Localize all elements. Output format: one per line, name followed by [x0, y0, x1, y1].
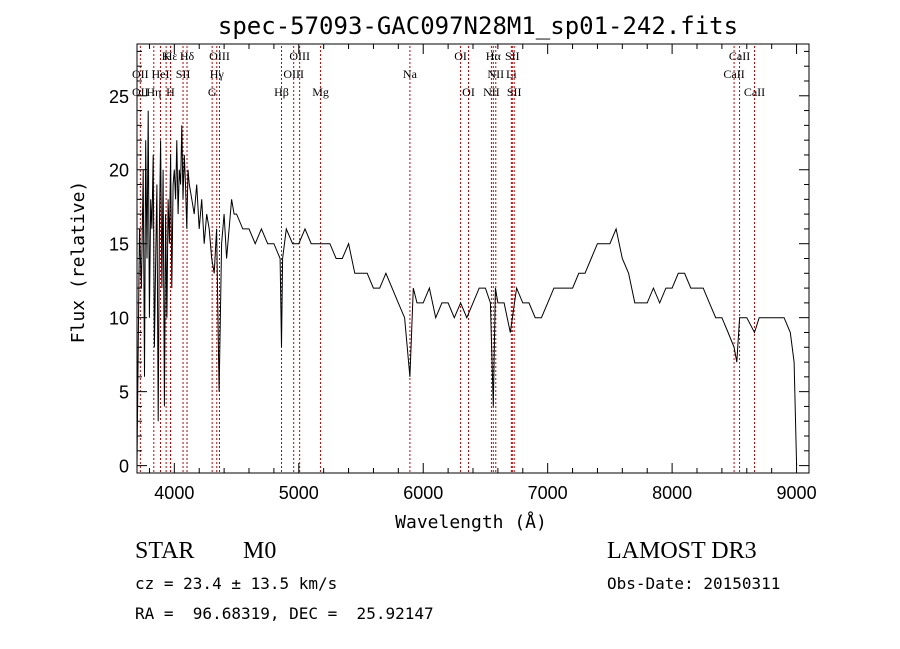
- x-tick-label-1: 5000: [279, 483, 319, 503]
- line-label-1: Hδ: [180, 49, 195, 63]
- line-label-20: SII: [505, 49, 520, 63]
- survey-name: LAMOST DR3: [607, 538, 757, 564]
- x-tick-label-0: 4000: [154, 483, 194, 503]
- object-class: STAR: [135, 538, 195, 564]
- redshift-readout: cz = 23.4 ± 13.5 km/s: [135, 574, 338, 593]
- line-label-12: Hβ: [274, 85, 289, 99]
- x-tick-label-4: 8000: [652, 483, 692, 503]
- chart-title: spec-57093-GAC097N28M1_sp01-242.fits: [218, 12, 738, 40]
- line-label-2: K: [162, 49, 171, 63]
- line-label-24: SII: [507, 85, 522, 99]
- line-label-25: CaII: [729, 49, 750, 63]
- line-label-13: OIII: [289, 49, 310, 63]
- line-label-26: CaII: [723, 67, 744, 81]
- y-axis-ticks: 0 5 10 15 20 25: [109, 50, 809, 477]
- obs-date: Obs-Date: 20150311: [607, 574, 781, 593]
- flux-series-line: [136, 110, 798, 466]
- x-axis-ticks: 4000 5000 6000 7000 8000 9000: [148, 44, 817, 503]
- line-label-3: OII: [132, 67, 149, 81]
- spectral-line-markers: [139, 46, 755, 473]
- x-tick-label-5: 9000: [777, 483, 817, 503]
- line-label-9: OIII: [209, 49, 230, 63]
- line-label-23: NII: [483, 85, 500, 99]
- plot-frame: [136, 43, 810, 474]
- line-label-18: OI: [462, 85, 475, 99]
- y-axis-label: Flux (relative): [68, 181, 89, 344]
- line-label-11: G: [208, 85, 217, 99]
- line-label-8: H: [166, 85, 175, 99]
- x-axis-label: Wavelength (Å): [395, 511, 547, 533]
- x-tick-label-3: 7000: [528, 483, 568, 503]
- x-tick-label-2: 6000: [403, 483, 443, 503]
- line-label-7: Hη: [146, 85, 161, 99]
- line-label-27: CaII: [744, 85, 765, 99]
- coordinates: RA = 96.68319, DEC = 25.92147: [135, 604, 434, 623]
- line-label-17: OI: [454, 49, 467, 63]
- y-tick-label-4: 20: [109, 161, 129, 181]
- object-subclass: M0: [243, 538, 277, 564]
- y-tick-label-0: 0: [119, 457, 129, 477]
- line-label-16: Na: [403, 67, 418, 81]
- y-tick-label-2: 10: [109, 309, 129, 329]
- line-label-4: HeI: [152, 67, 170, 81]
- y-tick-label-1: 5: [119, 383, 129, 403]
- line-label-15: Mg: [312, 85, 329, 99]
- line-label-14: OIII: [283, 67, 304, 81]
- line-label-5: SII: [176, 67, 191, 81]
- y-tick-label-5: 25: [109, 87, 129, 107]
- y-tick-label-3: 15: [109, 235, 129, 255]
- line-label-10: Hγ: [210, 67, 225, 81]
- line-label-19: Hα: [486, 49, 502, 63]
- line-label-21: NII: [487, 67, 504, 81]
- line-label-22: Li: [506, 67, 517, 81]
